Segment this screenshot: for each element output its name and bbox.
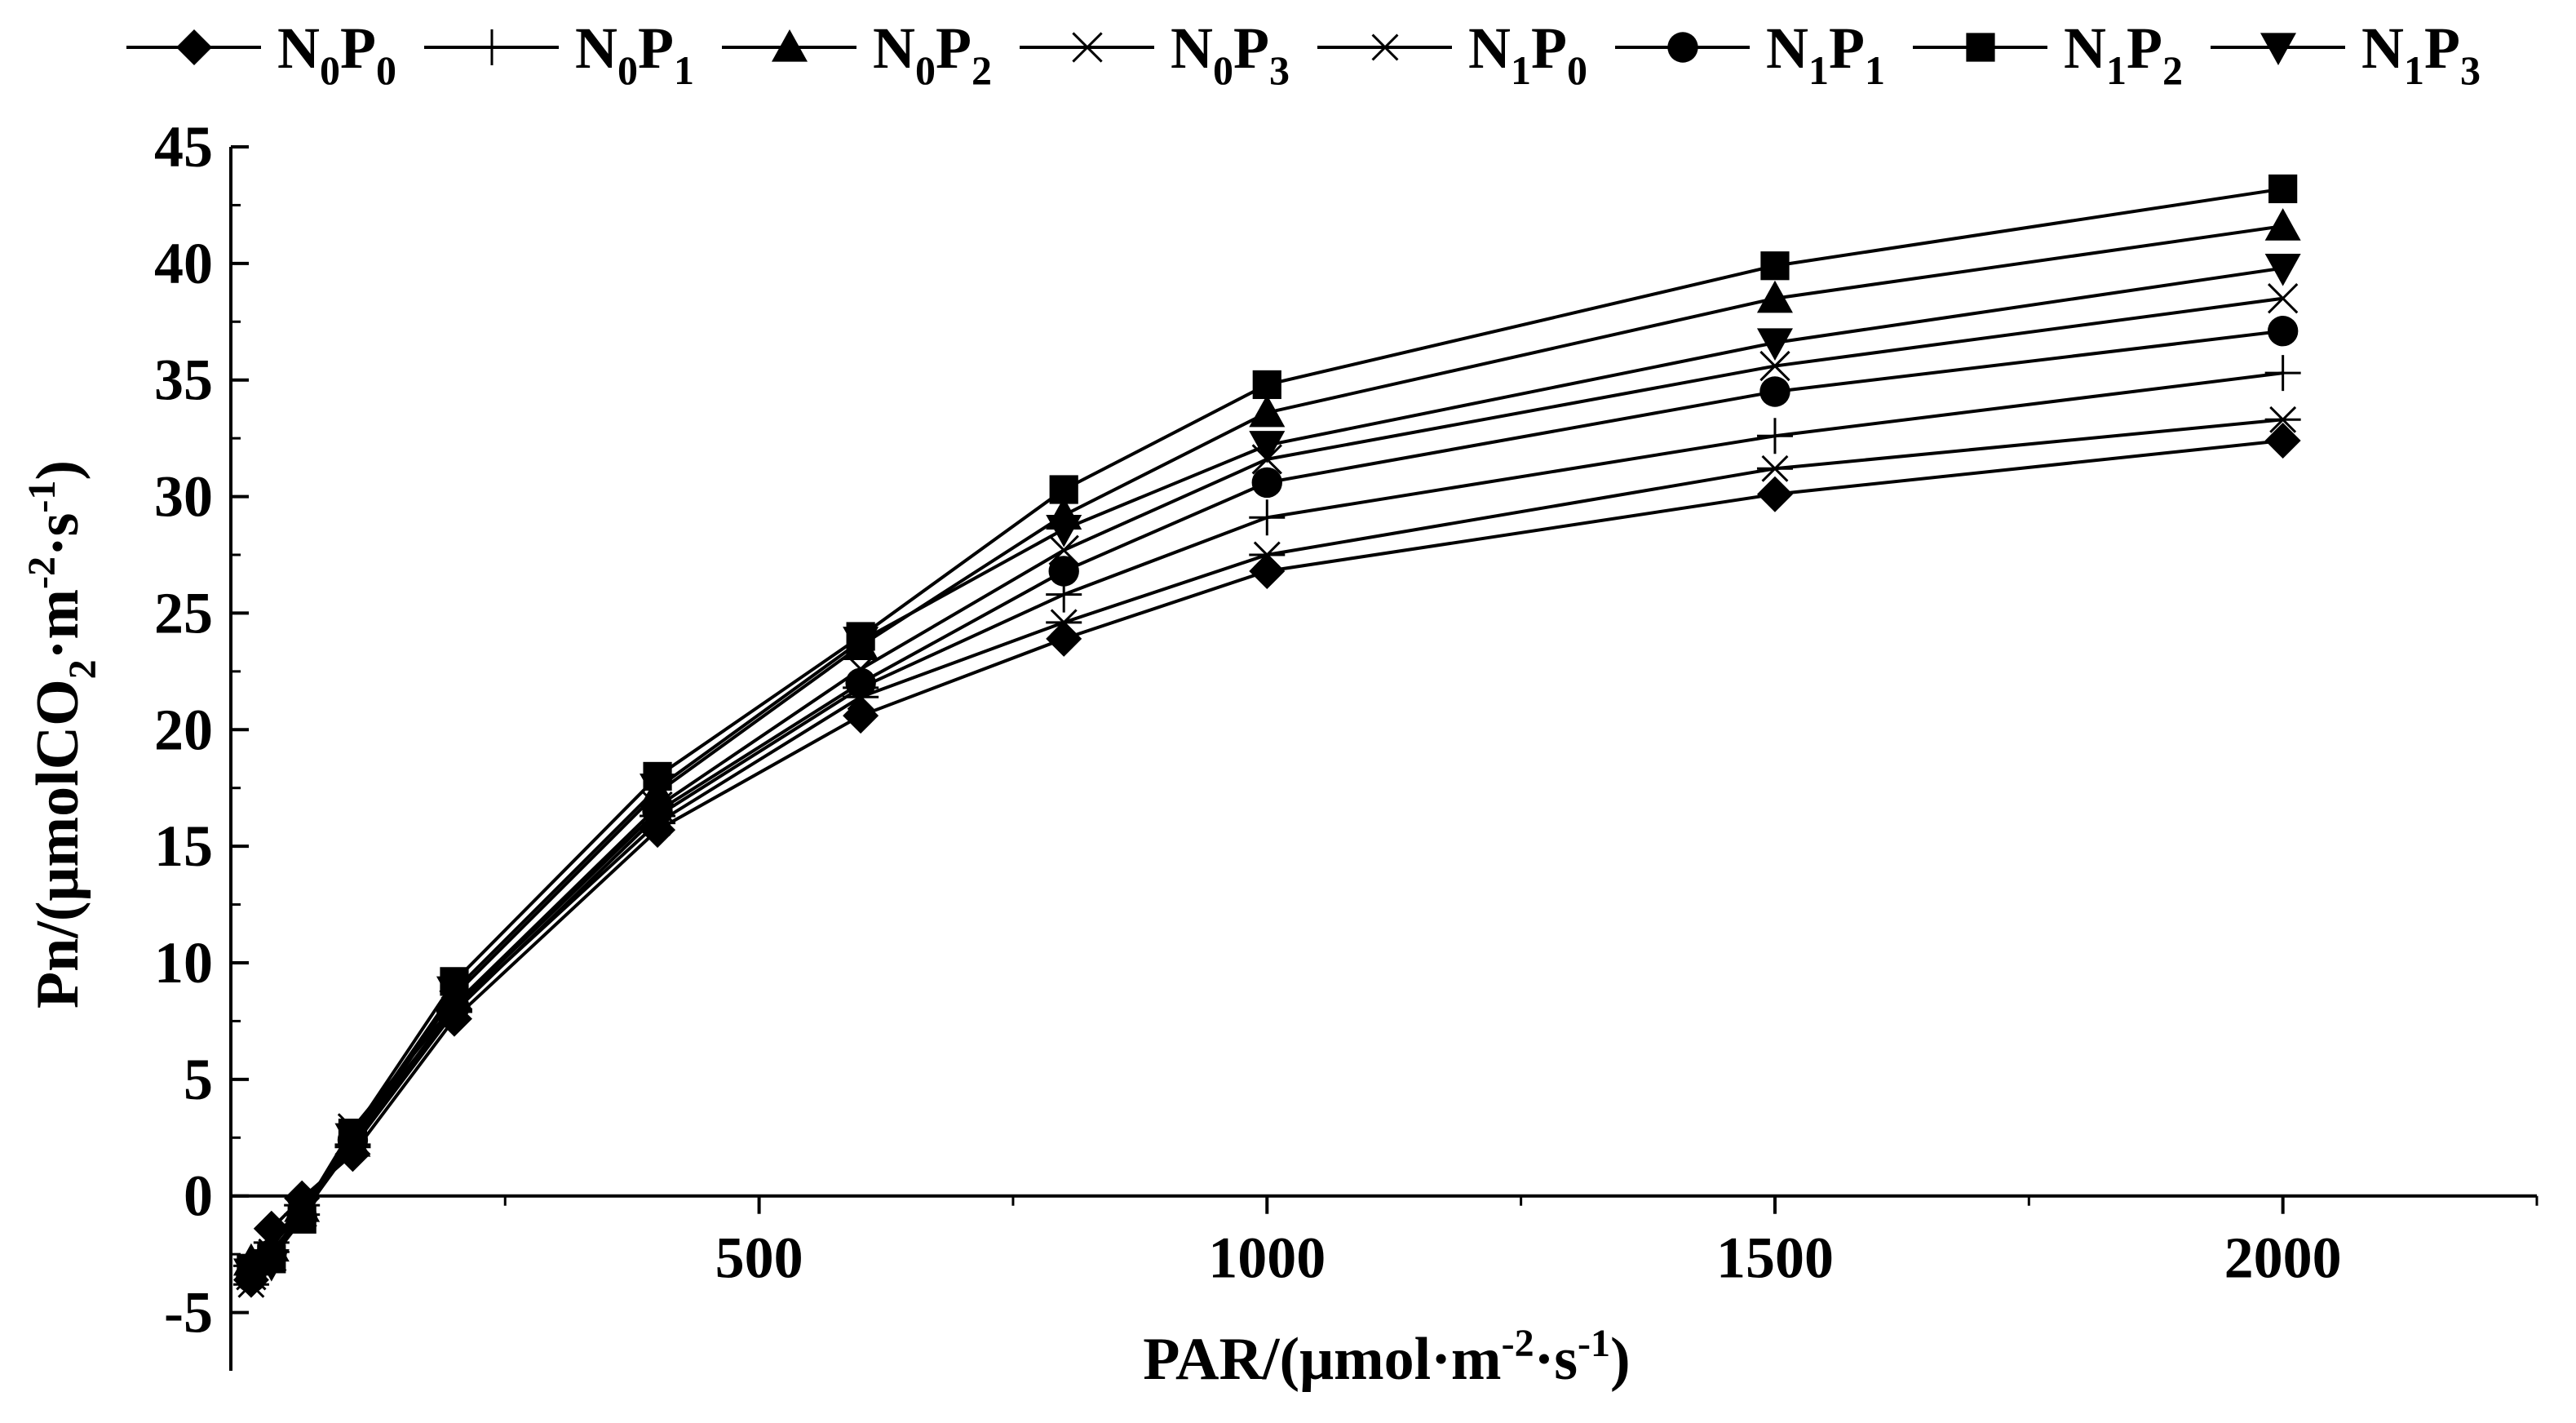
legend-label: N0P1 [575, 16, 694, 93]
legend-marker [1072, 32, 1103, 63]
series-n0p2 [232, 208, 2301, 1276]
y-tick-label: 10 [154, 930, 213, 995]
data-point [1049, 475, 1078, 504]
legend-label: N0P0 [277, 16, 396, 93]
data-point [334, 1123, 371, 1156]
data-point [2264, 208, 2301, 241]
x-tick-label: 1500 [1716, 1226, 1834, 1291]
legend-marker [2260, 33, 2296, 65]
y-tick-label: -5 [164, 1280, 213, 1345]
data-point [1046, 514, 1082, 547]
x-tick-label: 500 [715, 1226, 803, 1291]
series-line [250, 418, 2283, 1286]
legend-item-n1p2: N1P2 [1913, 16, 2183, 93]
legend-item-n1p1: N1P1 [1615, 16, 1885, 93]
legend-marker [1966, 33, 1995, 62]
legend: N0P0 N0P1 N0P2 N0P3 N1P0 N1P1 N1P2 N1P3 [126, 16, 2481, 93]
series-n1p0 [232, 406, 2301, 1298]
series-n1p3 [232, 253, 2301, 1291]
legend-item-n1p3: N1P3 [2211, 16, 2481, 93]
data-point [1249, 541, 1286, 569]
data-point [2267, 283, 2299, 314]
legend-marker [176, 29, 212, 65]
data-point [2264, 253, 2301, 286]
y-tick-label: 35 [154, 348, 213, 413]
data-point [1756, 280, 1793, 313]
data-point [1249, 431, 1286, 463]
series-line [250, 187, 2283, 1270]
legend-item-n0p1: N0P1 [424, 16, 694, 93]
y-axis-title: Pn/(μmolCO2·m-2·s-1) [20, 460, 104, 1009]
legend-item-n1p0: N1P0 [1317, 16, 1587, 93]
legend-label: N1P3 [2361, 16, 2481, 93]
data-point [1046, 609, 1082, 636]
y-tick-label: 25 [154, 580, 213, 645]
data-point [1759, 350, 1790, 382]
legend-label: N1P1 [1766, 16, 1885, 93]
y-tick-label: 20 [154, 697, 213, 762]
series-n1p2 [237, 174, 2298, 1283]
x-tick-label: 1000 [1208, 1226, 1326, 1291]
y-tick-label: 45 [154, 114, 213, 180]
data-point [436, 976, 472, 1009]
legend-label: N1P0 [1468, 16, 1587, 93]
data-point [1759, 376, 1790, 407]
legend-label: N1P2 [2064, 16, 2183, 93]
data-point [232, 1258, 269, 1291]
y-tick-label: 40 [154, 231, 213, 296]
data-point [1756, 328, 1793, 361]
data-point [1249, 394, 1286, 428]
data-point [2264, 423, 2301, 459]
x-tick-label: 2000 [2224, 1226, 2342, 1291]
data-point [1249, 499, 1286, 536]
data-point [2264, 406, 2301, 433]
legend-marker [1367, 33, 1403, 61]
data-point [640, 774, 676, 806]
data-point [1251, 467, 1282, 499]
data-point [843, 627, 879, 659]
data-point [2267, 316, 2299, 347]
y-tick-label: 0 [184, 1164, 213, 1229]
data-point [2268, 174, 2298, 204]
legend-marker [474, 29, 510, 65]
series-layer [232, 174, 2301, 1298]
legend-label: N0P3 [1171, 16, 1290, 93]
y-tick-label: 5 [184, 1047, 213, 1112]
data-point [1756, 476, 1793, 512]
legend-marker [1667, 32, 1698, 63]
legend-item-n0p3: N0P3 [1020, 16, 1290, 93]
legend-item-n0p2: N0P2 [722, 16, 992, 93]
data-point [642, 796, 673, 827]
axes: -5 0 5 10 15 20 25 30 35 40 45 500 1000 1500 2000 [154, 114, 2538, 1371]
data-point [1756, 418, 1793, 454]
y-tick-label: 15 [154, 813, 213, 879]
legend-item-n0p0: N0P0 [126, 16, 396, 93]
x-axis-title: PAR/(μmol·m-2·s-1) [1143, 1322, 1630, 1393]
legend-label: N0P2 [873, 16, 992, 93]
y-tick-label: 30 [154, 464, 213, 530]
data-point [1760, 251, 1790, 281]
data-point [845, 667, 876, 698]
data-point [2264, 355, 2301, 392]
data-point [1756, 454, 1793, 482]
data-point [1252, 370, 1281, 400]
legend-marker [772, 29, 808, 62]
data-point [1048, 556, 1079, 587]
data-point [284, 1195, 321, 1228]
data-point [253, 1248, 290, 1282]
